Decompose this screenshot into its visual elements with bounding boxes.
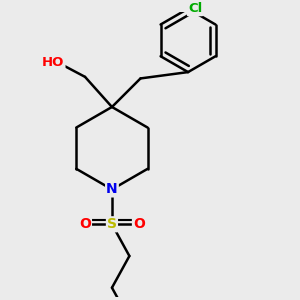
Text: Cl: Cl (188, 2, 202, 15)
Text: HO: HO (42, 56, 64, 69)
Text: O: O (79, 217, 91, 231)
Text: N: N (106, 182, 118, 197)
Text: O: O (133, 217, 145, 231)
Text: S: S (107, 217, 117, 231)
